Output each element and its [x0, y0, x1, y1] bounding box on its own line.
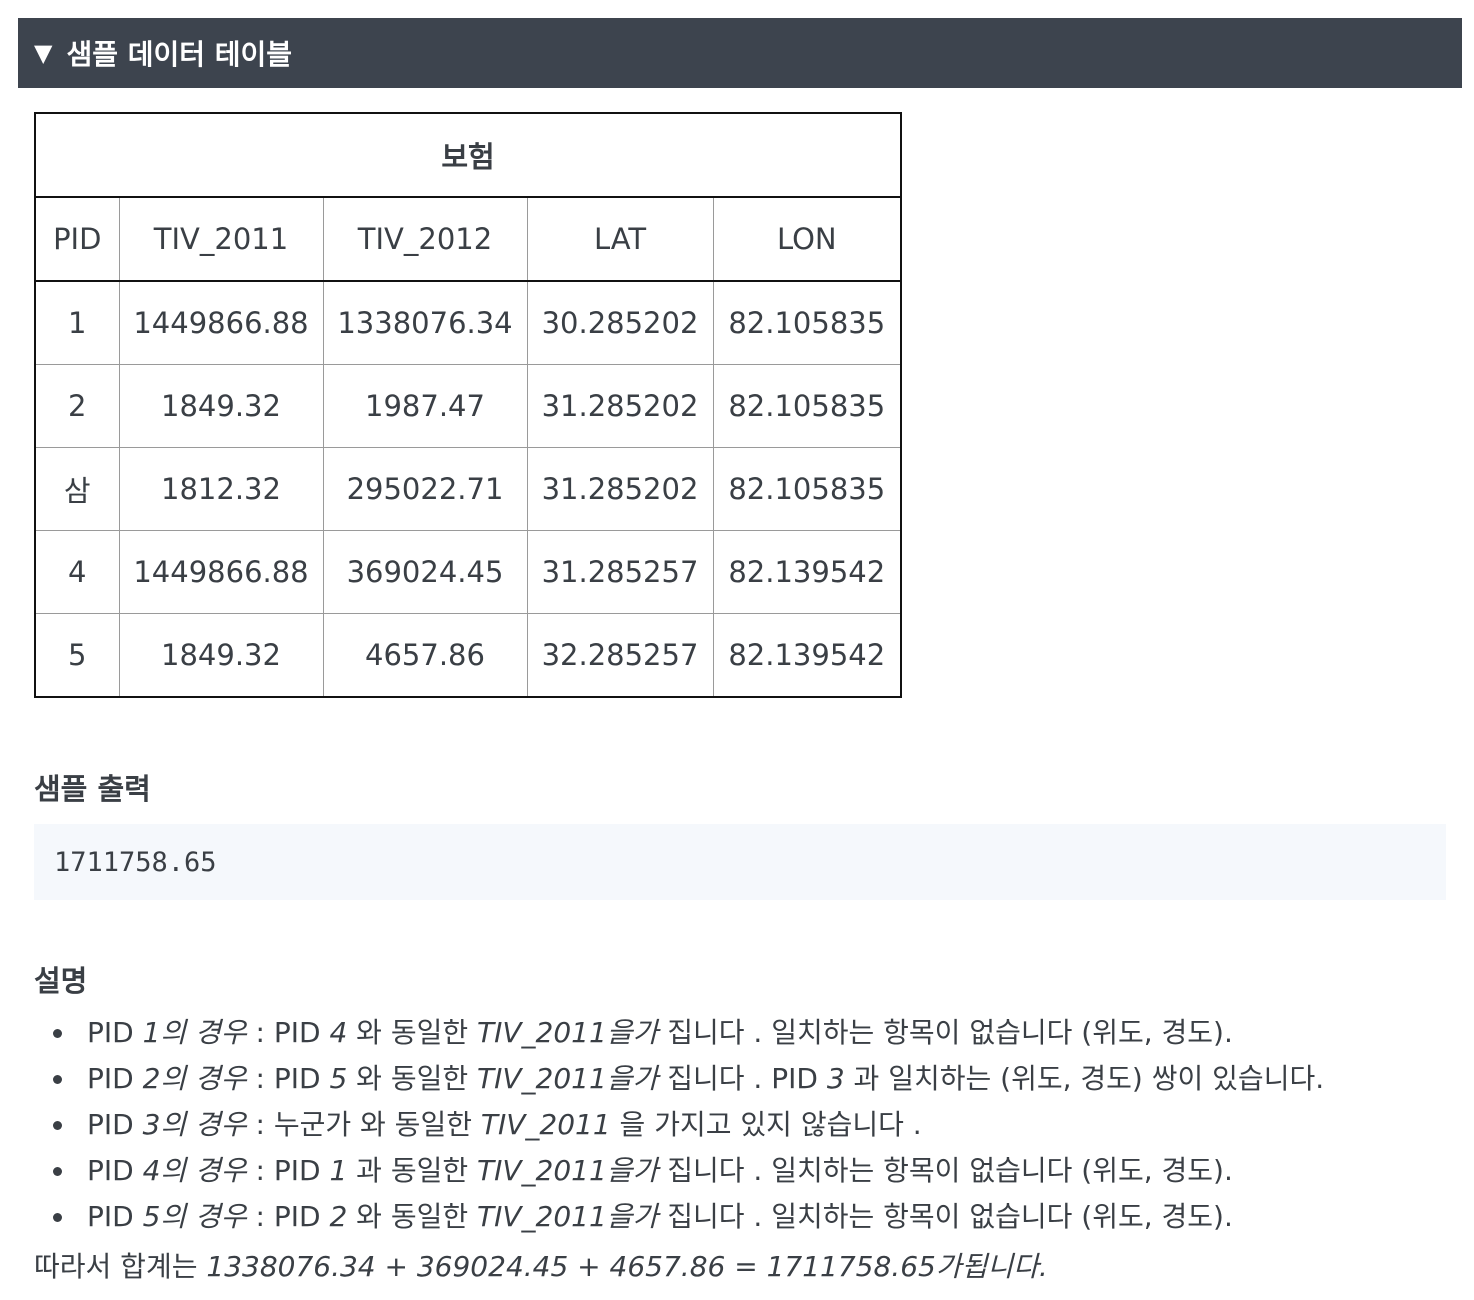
table-cell: 4657.86	[322, 613, 528, 698]
table-cell: 1812.32	[118, 447, 324, 531]
insurance-table: 보험 PID TIV_2011 TIV_2012 LAT LON 1 14498…	[34, 112, 903, 698]
column-header-lat: LAT	[526, 196, 714, 282]
table-cell: 82.139542	[712, 530, 902, 614]
text-segment: : 누군가 와 동일한	[246, 1108, 481, 1141]
table-cell: 82.105835	[712, 364, 902, 448]
table-cell: 1	[34, 280, 120, 365]
table-cell: 삼	[34, 447, 120, 531]
text-segment: : PID	[246, 1200, 330, 1233]
table-cell: 295022.71	[322, 447, 528, 531]
text-segment: 4의 경우	[142, 1154, 247, 1187]
text-segment: PID	[87, 1016, 143, 1049]
list-item: PID 5의 경우 : PID 2 와 동일한 TIV_2011을가 집니다 .…	[34, 1194, 1464, 1240]
text-segment: 5의 경우	[142, 1200, 247, 1233]
table-cell: 31.285202	[526, 447, 714, 531]
text-segment: 1	[329, 1154, 348, 1187]
text-segment: 집니다 . 일치하는 항목이 없습니다 (위도, 경도).	[658, 1200, 1233, 1233]
column-header-tiv-2011: TIV_2011	[118, 196, 324, 282]
text-segment: 1의 경우	[142, 1016, 247, 1049]
sample-output-heading: 샘플 출력	[34, 772, 151, 806]
table-row: 1 1449866.88 1338076.34 30.285202 82.105…	[34, 280, 902, 365]
text-segment: PID	[87, 1062, 143, 1095]
list-item: PID 1의 경우 : PID 4 와 동일한 TIV_2011을가 집니다 .…	[34, 1010, 1464, 1056]
text-segment: PID	[87, 1154, 143, 1187]
text-segment: TIV_2011을가	[477, 1154, 659, 1187]
collapse-caret-icon[interactable]: ▼	[34, 39, 53, 67]
table-cell: 82.139542	[712, 613, 902, 698]
text-segment: 2	[329, 1200, 348, 1233]
text-segment: TIV_2011	[480, 1108, 611, 1141]
text-segment: 집니다 . PID	[658, 1062, 827, 1095]
table-cell: 1849.32	[118, 613, 324, 698]
text-segment: : PID	[246, 1062, 330, 1095]
text-segment: TIV_2011을가	[477, 1016, 659, 1049]
table-cell: 5	[34, 613, 120, 698]
table-cell: 4	[34, 530, 120, 614]
column-header-pid: PID	[34, 196, 120, 282]
sample-output-value: 1711758.65	[54, 846, 217, 878]
table-cell: 1449866.88	[118, 280, 324, 365]
summary-line: 따라서 합계는 1338076.34 + 369024.45 + 4657.86…	[34, 1244, 1048, 1290]
table-row: 삼 1812.32 295022.71 31.285202 82.105835	[34, 447, 902, 531]
text-segment: 2의 경우	[142, 1062, 247, 1095]
table-cell: 1338076.34	[322, 280, 528, 365]
section-header-sample-data-table[interactable]: ▼ 샘플 데이터 테이블	[18, 18, 1462, 88]
text-segment: 3	[826, 1062, 845, 1095]
explanation-heading: 설명	[34, 964, 88, 998]
table-row: 4 1449866.88 369024.45 31.285257 82.1395…	[34, 530, 902, 614]
text-segment: 집니다 . 일치하는 항목이 없습니다 (위도, 경도).	[658, 1016, 1233, 1049]
text-segment: 과 동일한	[347, 1154, 478, 1187]
summary-prefix: 따라서 합계는	[34, 1250, 207, 1283]
text-segment: 와 동일한	[347, 1016, 478, 1049]
list-item: PID 4의 경우 : PID 1 과 동일한 TIV_2011을가 집니다 .…	[34, 1148, 1464, 1194]
text-segment: : PID	[246, 1154, 330, 1187]
list-item: PID 2의 경우 : PID 5 와 동일한 TIV_2011을가 집니다 .…	[34, 1056, 1464, 1102]
column-header-tiv-2012: TIV_2012	[322, 196, 528, 282]
text-segment: 4	[329, 1016, 348, 1049]
table-cell: 31.285257	[526, 530, 714, 614]
sample-output-code-block: 1711758.65	[34, 824, 1446, 900]
text-segment: PID	[87, 1108, 143, 1141]
table-cell: 82.105835	[712, 447, 902, 531]
table-cell: 31.285202	[526, 364, 714, 448]
table-cell: 1849.32	[118, 364, 324, 448]
table-caption: 보험	[34, 112, 902, 198]
text-segment: 와 동일한	[347, 1062, 478, 1095]
table-cell: 1449866.88	[118, 530, 324, 614]
table-cell: 32.285257	[526, 613, 714, 698]
section-title: 샘플 데이터 테이블	[66, 38, 293, 71]
explanation-list: PID 1의 경우 : PID 4 와 동일한 TIV_2011을가 집니다 .…	[34, 1010, 1464, 1240]
table-cell: 30.285202	[526, 280, 714, 365]
text-segment: TIV_2011을가	[477, 1200, 659, 1233]
table-cell: 2	[34, 364, 120, 448]
table-cell: 1987.47	[322, 364, 528, 448]
text-segment: TIV_2011을가	[477, 1062, 659, 1095]
text-segment: 집니다 . 일치하는 항목이 없습니다 (위도, 경도).	[658, 1154, 1233, 1187]
text-segment: 5	[329, 1062, 348, 1095]
text-segment: 와 동일한	[347, 1200, 478, 1233]
table-row: 5 1849.32 4657.86 32.285257 82.139542	[34, 613, 902, 698]
text-segment: PID	[87, 1200, 143, 1233]
list-item: PID 3의 경우 : 누군가 와 동일한 TIV_2011 을 가지고 있지 …	[34, 1102, 1464, 1148]
column-header-lon: LON	[712, 196, 902, 282]
text-segment: 과 일치하는 (위도, 경도) 쌍이 있습니다.	[844, 1062, 1325, 1095]
table-cell: 369024.45	[322, 530, 528, 614]
text-segment: 을 가지고 있지 않습니다 .	[610, 1108, 922, 1141]
summary-formula: 1338076.34 + 369024.45 + 4657.86 = 17117…	[206, 1250, 1048, 1283]
table-cell: 82.105835	[712, 280, 902, 365]
text-segment: : PID	[246, 1016, 330, 1049]
table-row: 2 1849.32 1987.47 31.285202 82.105835	[34, 364, 902, 448]
text-segment: 3의 경우	[142, 1108, 247, 1141]
